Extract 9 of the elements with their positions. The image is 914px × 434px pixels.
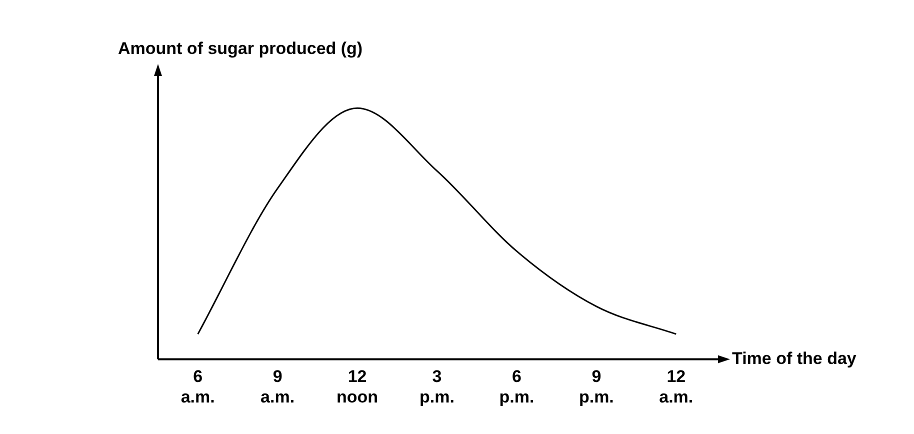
x-axis-title: Time of the day: [732, 348, 857, 368]
x-tick-label: 6 p.m.: [499, 367, 534, 406]
x-tick-label: 6 a.m.: [180, 367, 215, 406]
x-tick-label: 9 a.m.: [260, 367, 295, 406]
x-tick-label: 12 noon: [336, 367, 378, 406]
x-tick-label: 12 a.m.: [659, 367, 694, 406]
y-axis-title: Amount of sugar produced (g): [118, 39, 363, 58]
x-tick-label: 3 p.m.: [420, 367, 454, 406]
x-tick-label: 9 p.m.: [578, 367, 614, 406]
